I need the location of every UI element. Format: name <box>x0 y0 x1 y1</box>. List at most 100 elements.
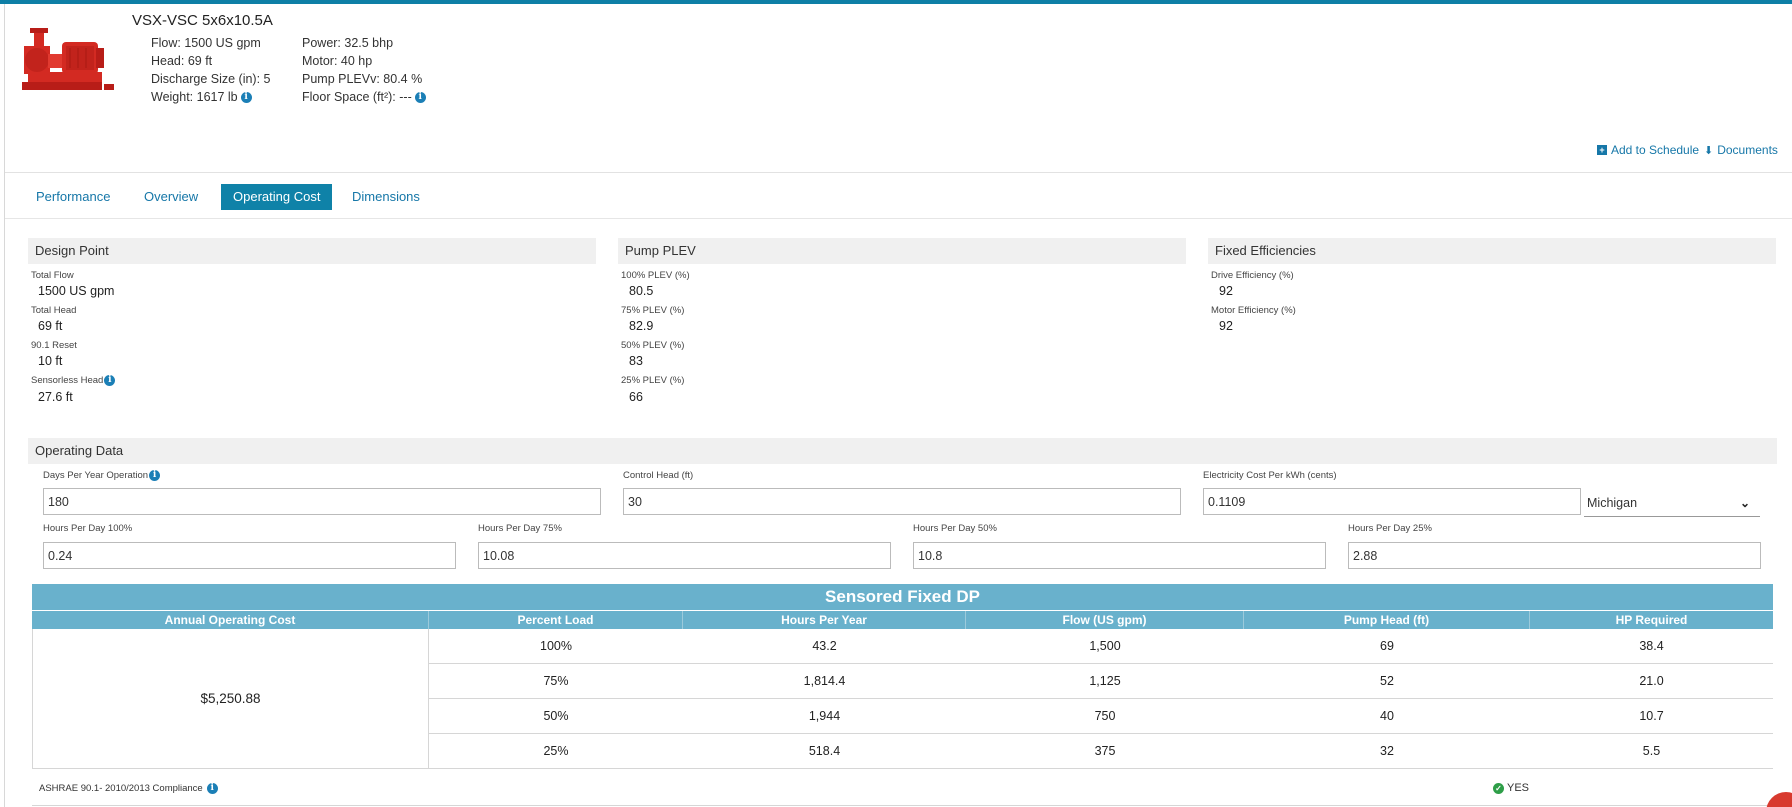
chevron-down-icon: ⌄ <box>1739 496 1750 510</box>
spec-power: Power: 32.5 bhp <box>302 36 394 50</box>
reset-label: 90.1 Reset <box>31 340 77 351</box>
hp-required-cell: 38.4 <box>1639 639 1664 653</box>
col-hours-per-year: Hours Per Year <box>683 611 966 629</box>
table-row: 25% 518.4 375 32 5.5 <box>429 734 1773 769</box>
documents-link[interactable]: ⬇ Documents <box>1704 143 1778 157</box>
drive-efficiency-label: Drive Efficiency (%) <box>1211 270 1294 281</box>
annual-operating-cost-value: $5,250.88 <box>32 629 429 769</box>
spec-discharge-size: Discharge Size (in): 5 <box>151 72 271 86</box>
hours-100-label: Hours Per Day 100% <box>43 523 133 534</box>
pump-plev-header: Pump PLEV <box>618 238 1186 264</box>
days-per-year-label: Days Per Year Operation i <box>43 470 161 481</box>
flow-cell: 1,500 <box>1089 639 1121 653</box>
spec-motor: Motor: 40 hp <box>302 54 373 68</box>
info-icon[interactable]: i <box>206 783 218 794</box>
info-icon[interactable]: i <box>149 470 161 481</box>
add-to-schedule-link[interactable]: + Add to Schedule <box>1597 143 1699 157</box>
electricity-cost-label: Electricity Cost Per kWh (cents) <box>1203 470 1337 481</box>
hours-75-label: Hours Per Day 75% <box>478 523 562 534</box>
hours-75-input[interactable] <box>478 542 891 569</box>
percent-load-cell: 25% <box>543 744 569 758</box>
tab-performance[interactable]: Performance <box>36 189 111 204</box>
sensorless-head-value: 27.6 ft <box>38 390 73 404</box>
operating-data-header: Operating Data <box>28 438 1777 464</box>
spec-flow: Flow: 1500 US gpm <box>151 36 261 50</box>
hours-per-year-cell: 43.2 <box>812 639 837 653</box>
plev-50-label: 50% PLEV (%) <box>621 340 685 351</box>
percent-load-cell: 50% <box>543 709 569 723</box>
total-flow-value: 1500 US gpm <box>38 284 115 298</box>
motor-efficiency-label: Motor Efficiency (%) <box>1211 305 1296 316</box>
hours-per-year-cell: 1,814.4 <box>803 674 846 688</box>
tab-overview[interactable]: Overview <box>144 189 199 204</box>
pump-head-cell: 40 <box>1380 709 1394 723</box>
spec-pump-plev: Pump PLEVv: 80.4 % <box>302 72 423 86</box>
total-flow-label: Total Flow <box>31 270 74 281</box>
hours-per-year-cell: 518.4 <box>808 744 841 758</box>
flow-cell: 1,125 <box>1089 674 1121 688</box>
motor-efficiency-value: 92 <box>1219 319 1233 333</box>
plev-100-label: 100% PLEV (%) <box>621 270 690 281</box>
col-percent-load: Percent Load <box>429 611 683 629</box>
days-per-year-input[interactable] <box>43 488 601 515</box>
reset-value: 10 ft <box>38 354 63 368</box>
info-icon[interactable]: i <box>240 91 252 103</box>
flow-cell: 750 <box>1094 709 1116 723</box>
plus-square-icon: + <box>1597 145 1607 155</box>
left-border <box>4 4 5 807</box>
total-head-label: Total Head <box>31 305 77 316</box>
chat-widget-button[interactable] <box>1766 792 1792 807</box>
pump-head-cell: 69 <box>1380 639 1394 653</box>
plev-25-label: 25% PLEV (%) <box>621 375 685 386</box>
flow-cell: 375 <box>1094 744 1116 758</box>
design-point-header: Design Point <box>28 238 596 264</box>
pump-head-cell: 52 <box>1380 674 1394 688</box>
spec-head: Head: 69 ft <box>151 54 213 68</box>
percent-load-cell: 100% <box>540 639 572 653</box>
bottom-divider <box>32 805 1773 806</box>
ashrae-compliance-label: ASHRAE 90.1- 2010/2013 Compliance i <box>39 783 218 794</box>
cost-table-title: Sensored Fixed DP <box>32 584 1773 610</box>
hours-25-input[interactable] <box>1348 542 1761 569</box>
table-row: 50% 1,944 750 40 10.7 <box>429 699 1773 734</box>
hours-100-input[interactable] <box>43 542 456 569</box>
hp-required-cell: 10.7 <box>1639 709 1664 723</box>
hp-required-cell: 21.0 <box>1639 674 1664 688</box>
electricity-cost-input[interactable] <box>1203 488 1581 515</box>
percent-load-cell: 75% <box>543 674 569 688</box>
total-head-value: 69 ft <box>38 319 63 333</box>
sensorless-head-label: Sensorless Head i <box>31 375 116 386</box>
fixed-efficiencies-header: Fixed Efficiencies <box>1208 238 1776 264</box>
hours-50-label: Hours Per Day 50% <box>913 523 997 534</box>
hours-50-input[interactable] <box>913 542 1326 569</box>
spec-floor-space: Floor Space (ft²): --- i <box>302 90 426 104</box>
top-accent-bar <box>0 0 1792 4</box>
spec-weight: Weight: 1617 lb i <box>151 90 252 104</box>
plev-75-label: 75% PLEV (%) <box>621 305 685 316</box>
tab-dimensions[interactable]: Dimensions <box>352 189 420 204</box>
col-flow: Flow (US gpm) <box>966 611 1244 629</box>
col-annual-operating-cost: Annual Operating Cost <box>32 611 429 629</box>
header-divider <box>5 172 1792 173</box>
pump-head-cell: 32 <box>1380 744 1394 758</box>
hours-25-label: Hours Per Day 25% <box>1348 523 1432 534</box>
product-title: VSX-VSC 5x6x10.5A <box>132 12 273 29</box>
tab-divider <box>5 218 1792 219</box>
info-icon[interactable]: i <box>414 91 426 103</box>
col-hp-required: HP Required <box>1530 611 1773 629</box>
table-row: 100% 43.2 1,500 69 38.4 <box>429 629 1773 664</box>
download-icon: ⬇ <box>1704 144 1714 157</box>
hp-required-cell: 5.5 <box>1642 744 1661 758</box>
hours-per-year-cell: 1,944 <box>808 709 841 723</box>
table-row: 75% 1,814.4 1,125 52 21.0 <box>429 664 1773 699</box>
plev-50-value: 83 <box>629 354 643 368</box>
control-head-label: Control Head (ft) <box>623 470 694 481</box>
plev-25-value: 66 <box>629 390 643 404</box>
info-icon[interactable]: i <box>104 375 116 386</box>
check-circle-icon: ✓ <box>1493 782 1504 794</box>
pump-product-image <box>22 28 114 90</box>
state-select[interactable]: Michigan ⌄ <box>1584 490 1760 517</box>
plev-75-value: 82.9 <box>629 319 654 333</box>
tab-operating-cost[interactable]: Operating Cost <box>221 184 333 210</box>
control-head-input[interactable] <box>623 488 1181 515</box>
